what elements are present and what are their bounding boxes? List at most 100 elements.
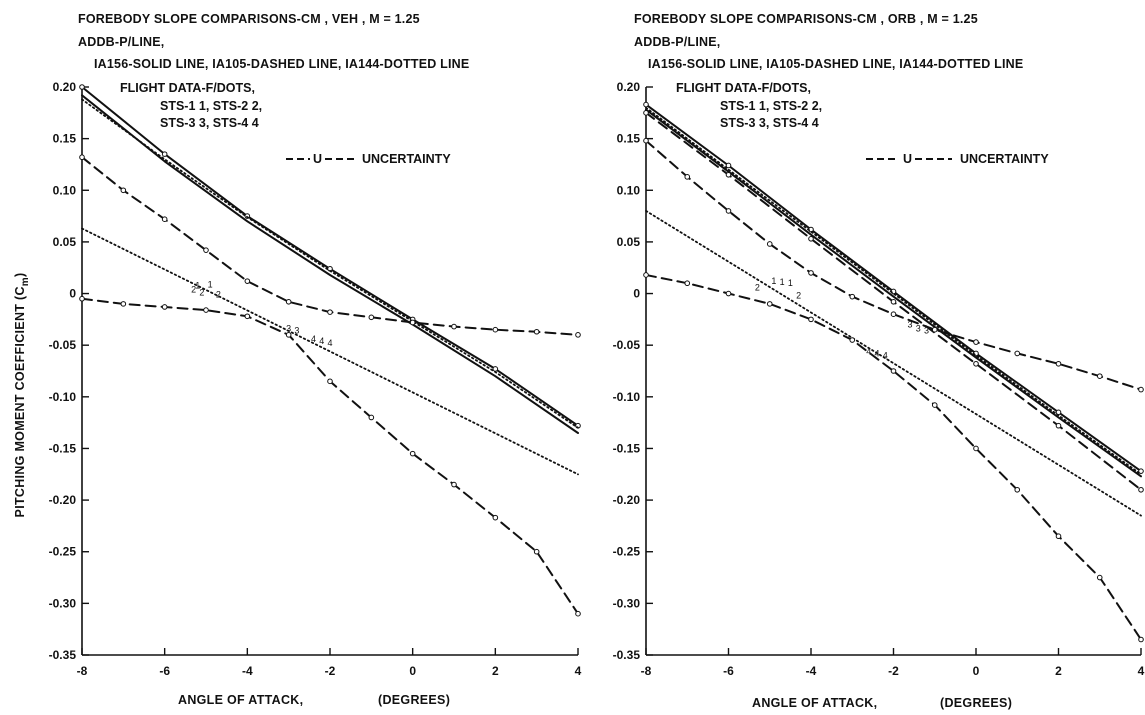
left-chart-series-point [79,295,85,302]
right-chart-series-point [1138,486,1144,493]
right-chart-series-point [684,280,691,287]
right-chart-series-point [1014,350,1021,357]
right-chart-x-tick-label: -2 [888,664,899,678]
right-chart-flight-point: 1 [771,276,776,286]
right-chart-x-tick-label: -6 [723,664,734,678]
right-chart-series-point [808,316,814,323]
right-chart-series-line [645,139,1142,391]
right-chart-series-point [973,360,979,367]
left-chart-y-tick-label: -0.30 [49,596,77,610]
left-chart-subtitle: ADDB-P/LINE, [78,35,165,49]
right-chart-y-tick-label: -0.15 [613,441,641,455]
left-chart-legend-sts12: STS-1 1, STS-2 2, [160,99,262,113]
right-chart-series-point [684,174,691,180]
right-chart-series-point [890,311,897,318]
right-chart-legend-sts12: STS-1 1, STS-2 2, [720,99,822,113]
left-chart-flight-point: 3 [294,326,299,336]
right-chart-series-line [645,106,1142,476]
left-chart-series-point [327,309,333,315]
right-chart-flight-point: 3 [907,320,912,330]
right-chart: FLIGHT DATA-F/DOTS, STS-1 1, STS-2 2, ST… [613,80,1145,710]
left-chart-series-point [161,151,168,157]
left-chart-series-point [451,481,457,488]
left-chart-legend-sts34: STS-3 3, STS-4 4 [160,116,259,130]
right-chart-x-axis-unit: (DEGREES) [940,696,1012,710]
right-chart-flight-point: 3 [924,326,929,336]
left-chart-series-point [285,299,292,305]
left-chart-legend-flight: FLIGHT DATA-F/DOTS, [120,81,255,95]
right-chart-series-point [725,162,732,169]
right-chart-series-point [931,326,938,333]
left-chart-x-tick-label: 2 [492,664,499,678]
right-chart-series-point [890,299,897,305]
left-chart-series-point [120,187,127,194]
right-chart-series-point [725,171,732,178]
left-chart-series-point [161,304,168,310]
right-chart-series-point [1055,533,1062,540]
right-chart-x-tick-label: 4 [1138,664,1145,678]
right-chart-series-point [1138,468,1144,474]
left-chart-series-line [81,227,579,476]
left-chart-y-tick-label: 0 [69,287,76,301]
left-chart-series-point [575,332,581,338]
right-chart-flight-point: 4 [874,348,879,358]
y-axis-title-close: ) [13,273,27,277]
right-chart-series-point [725,208,732,214]
right-chart-y-tick-label: -0.25 [613,545,641,559]
left-chart-x-axis-title: ANGLE OF ATTACK, [178,693,303,707]
right-chart-series-line [645,274,1142,641]
left-chart-y-tick-label: -0.20 [49,493,77,507]
left-chart-y-tick-label: 0.10 [53,183,77,197]
left-chart-y-tick-label: 0.20 [53,80,77,94]
right-chart-y-tick-label: -0.35 [613,648,641,662]
right-chart-flight-point: 4 [883,351,888,361]
right-chart-series-point [973,445,979,452]
left-chart-title: FOREBODY SLOPE COMPARISONS-CM , VEH , M … [78,12,420,26]
right-chart-y-tick-label: 0.15 [617,132,641,146]
right-chart-x-tick-label: 0 [973,664,980,678]
left-chart-series-point [120,301,127,307]
left-chart-y-tick-label: -0.25 [49,545,77,559]
right-chart-series-point [766,301,773,307]
left-chart-flight-point: 2 [191,284,196,294]
left-chart-legend-u: U [313,152,322,166]
left-chart-x-tick-label: -4 [242,664,253,678]
left-chart-flight-point: 2 [199,288,204,298]
right-chart-series-point [973,339,979,345]
right-chart-series-line [645,108,1142,478]
right-chart-x-tick-label: 2 [1055,664,1062,678]
left-chart-series-line [81,156,579,336]
right-chart-series-point [1055,422,1062,429]
right-chart-legend-flight: FLIGHT DATA-F/DOTS, [676,81,811,95]
left-chart-series-point [533,548,540,555]
right-chart-series-point [1096,574,1103,581]
left-chart-series-point [368,414,375,421]
right-chart-legend-u: U [903,152,912,166]
left-chart-series-point [244,278,251,284]
right-chart-series-point [808,236,814,242]
left-chart-x-tick-label: 4 [575,664,582,678]
left-chart-series-point [203,307,209,313]
y-axis-title-subscript: m [20,277,31,286]
left-chart-series-point [533,328,540,335]
right-chart-series-point [643,272,649,278]
left-chart-y-tick-label: -0.05 [49,338,77,352]
left-chart-series-point [285,332,292,338]
left-chart-series-point [79,84,85,90]
left-chart-flight-point: 4 [327,338,332,348]
right-chart-y-tick-label: 0 [633,287,640,301]
left-chart: FLIGHT DATA-F/DOTS, STS-1 1, STS-2 2, ST… [49,80,582,707]
left-chart-y-tick-label: -0.35 [49,648,77,662]
right-chart-flight-point: 2 [755,282,760,292]
left-chart-flight-point: 4 [319,336,324,346]
right-chart-y-tick-label: 0.20 [617,80,641,94]
left-chart-y-tick-label: -0.10 [49,390,77,404]
left-chart-x-axis-unit: (DEGREES) [378,693,450,707]
right-chart-y-tick-label: -0.10 [613,390,641,404]
left-chart-x-tick-label: 0 [409,664,416,678]
right-chart-title: FOREBODY SLOPE COMPARISONS-CM , ORB , M … [634,12,978,26]
right-chart-series-point [1014,486,1021,493]
right-chart-series-point [890,368,897,374]
right-chart-legend-uncertainty: UNCERTAINTY [960,152,1049,166]
right-chart-y-tick-label: -0.05 [613,338,641,352]
